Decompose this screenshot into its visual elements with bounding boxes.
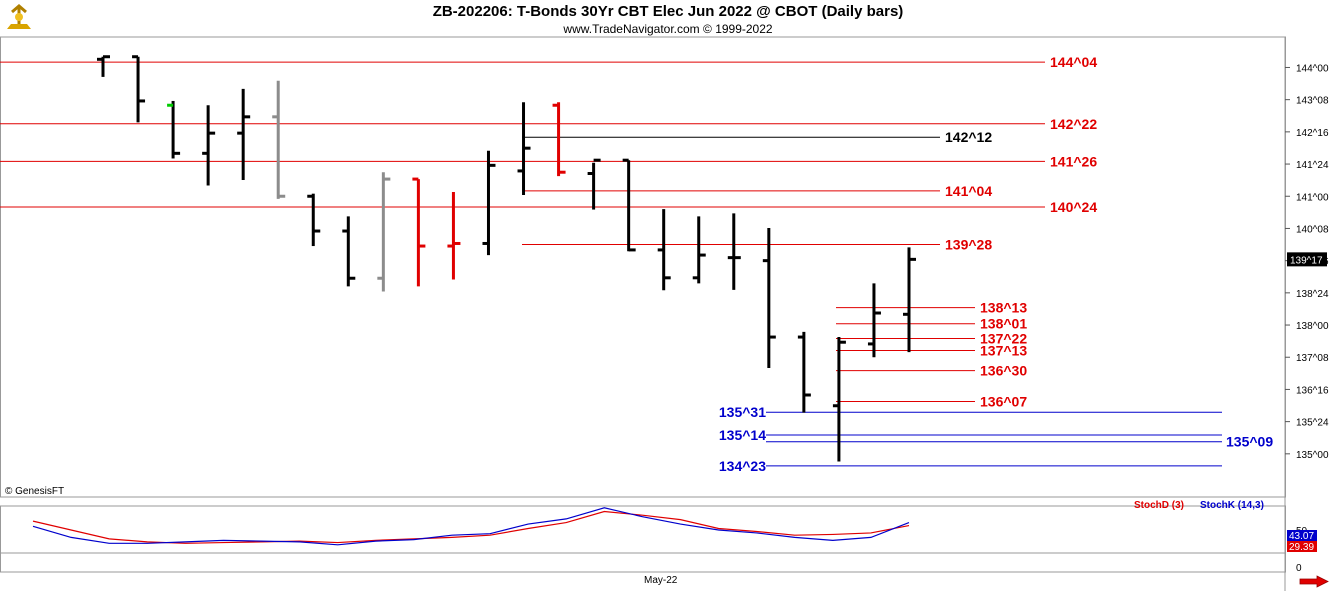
oscillator-value-label: 29.39: [1289, 542, 1314, 553]
level-label: 138^13: [980, 300, 1027, 316]
stochk-legend: StochK (14,3): [1200, 500, 1264, 511]
y-tick-label: 142^16: [1296, 128, 1329, 139]
oscillator-value-box: [1287, 541, 1317, 552]
level-label: 137^13: [980, 343, 1027, 359]
level-label: 139^28: [945, 237, 992, 253]
y-tick-label: 140^08: [1296, 224, 1329, 235]
copyright-label: © GenesisFT: [5, 486, 65, 497]
oscillator-value-label: 43.07: [1289, 531, 1314, 542]
y-tick-label: 138^00: [1296, 321, 1329, 332]
y-tick-label: 135^24: [1296, 418, 1329, 429]
chart-title: ZB-202206: T-Bonds 30Yr CBT Elec Jun 202…: [432, 3, 904, 20]
level-label: 141^26: [1050, 153, 1097, 169]
oscillator-series-line: [32, 510, 910, 544]
logo-icon: [3, 3, 35, 33]
last-price-box: [1287, 252, 1327, 267]
y-tick-label: 135^00: [1296, 450, 1329, 461]
oscillator-series-line: [32, 507, 910, 546]
oscillator-panel-border: [0, 505, 1286, 573]
y-tick-label: 137^08: [1296, 353, 1329, 364]
level-label: 136^30: [980, 363, 1027, 379]
oscillator-tick-label: 0: [1296, 563, 1302, 574]
level-label: 135^14: [719, 427, 766, 443]
x-axis-label: May-22: [644, 575, 678, 586]
y-tick-label: 144^00: [1296, 63, 1329, 74]
y-tick-label: 141^24: [1296, 160, 1329, 171]
chart-subtitle: www.TradeNavigator.com © 1999-2022: [563, 22, 773, 36]
oscillator-value-box: [1287, 530, 1317, 541]
y-tick-label: 138^24: [1296, 289, 1329, 300]
level-label: 135^09: [1226, 434, 1273, 450]
level-label: 135^31: [719, 404, 766, 420]
level-label: 137^22: [980, 330, 1027, 346]
level-label: 140^24: [1050, 199, 1097, 215]
level-label: 138^01: [980, 316, 1027, 332]
level-label: 141^04: [945, 183, 992, 199]
level-label: 142^22: [1050, 116, 1097, 132]
level-label: 144^04: [1050, 54, 1097, 70]
price-panel-border: [0, 36, 1286, 498]
y-tick-label: 141^00: [1296, 192, 1329, 203]
last-price-label: 139^17: [1290, 255, 1323, 266]
stochd-legend: StochD (3): [1134, 500, 1184, 511]
level-label: 134^23: [719, 458, 766, 474]
scroll-right-arrow-icon[interactable]: [1299, 575, 1329, 588]
y-tick-label: 143^08: [1296, 96, 1329, 107]
y-tick-label: 136^16: [1296, 385, 1329, 396]
level-label: 136^07: [980, 394, 1027, 410]
level-label: 142^12: [945, 129, 992, 145]
